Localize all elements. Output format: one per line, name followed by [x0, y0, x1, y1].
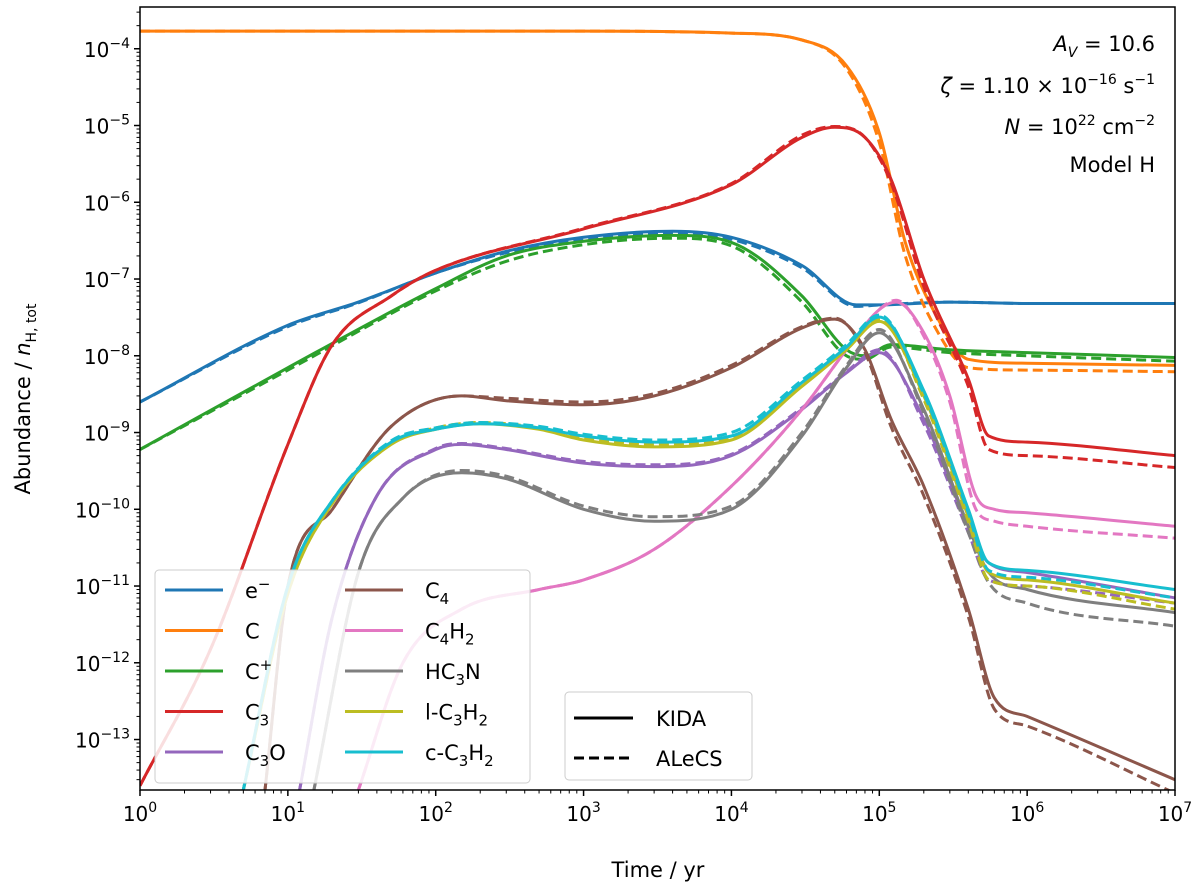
plot-frame — [139, 6, 1176, 791]
legend-label: c-C3​H2​ — [425, 741, 494, 770]
legend-label: C3​ — [245, 701, 269, 730]
annotation-model: Model H — [1069, 153, 1155, 177]
legend-label: l-C3​H2​ — [425, 701, 488, 730]
legend-label: C+ — [245, 656, 272, 684]
legend-entry-l-c3h2: l-C3​H2​ — [345, 701, 488, 730]
y-tick-label: 10−13 — [75, 727, 130, 753]
legend-label: C4​ — [425, 579, 449, 608]
x-tick-label: 102 — [419, 800, 453, 826]
y-tick-label: 10−12 — [75, 650, 130, 676]
legend-entry-c3: C3​ — [165, 701, 269, 730]
legend-label: C4​H2​ — [425, 620, 475, 649]
legend-label: C — [245, 620, 260, 644]
y-tick-label: 10−6 — [84, 189, 130, 215]
x-tick-label: 105 — [862, 800, 896, 826]
x-tick-label: 104 — [714, 800, 748, 826]
y-tick-label: 10−11 — [75, 573, 130, 599]
y-tick-label: 10−10 — [75, 496, 130, 522]
species-legend: e− C C+ C3​ C3​O C4​ C4​H2​ HC3​N l-C3​H2​ c-C3​H… — [154, 569, 531, 784]
legend-entry-e: e− — [165, 575, 271, 603]
series-c4-alecs — [263, 316, 1172, 790]
axes-group: 100 101 102 103 104 105 106 107 10−13 10−12 10−11 1… — [75, 6, 1192, 826]
x-axis-label: Time / yr — [611, 858, 705, 882]
y-tick-label: 10−5 — [84, 113, 130, 139]
series-c-kida — [140, 233, 1175, 451]
annotation-av: AV = 10.6 — [1051, 32, 1155, 61]
legend-entry-c: C — [165, 620, 260, 644]
x-tick-label: 103 — [566, 800, 600, 826]
y-tick-label: 10−8 — [84, 343, 130, 369]
y-tick-label: 10−9 — [84, 420, 130, 446]
style-legend: KIDA ALeCS — [564, 691, 753, 781]
legend-label: C3​O — [245, 741, 286, 770]
legend-entry-c-c3h2: c-C3​H2​ — [345, 741, 494, 770]
legend-kida-label: KIDA — [656, 707, 707, 731]
x-tick-label: 106 — [1010, 800, 1044, 826]
legend-entry-c3o: C3​O — [165, 741, 286, 770]
series-c3-alecs — [140, 125, 1175, 787]
annotation-column-density: N = 1022 cm−2 — [1004, 113, 1155, 139]
y-tick-label: 10−4 — [84, 36, 130, 62]
series-c-alecs — [140, 29, 1175, 374]
species-legend-items: e− C C+ C3​ C3​O C4​ C4​H2​ HC3​N l-C3​H2​ c-C3​H… — [165, 575, 494, 770]
legend-entry-c4h2: C4​H2​ — [345, 620, 475, 649]
x-tick-label: 107 — [1158, 800, 1192, 826]
series-c-alecs — [140, 236, 1175, 451]
series-e-alecs — [140, 231, 1175, 404]
x-tick-label: 100 — [123, 800, 157, 826]
annotation-zeta: ζ = 1.10 × 10−16 s−1 — [939, 72, 1155, 98]
legend-alecs-label: ALeCS — [656, 747, 723, 771]
x-tick-label: 101 — [271, 800, 305, 826]
legend-entry-c4: C4​ — [345, 579, 449, 608]
legend-entry-hc3n: HC3​N — [345, 660, 481, 689]
legend-label: HC3​N — [425, 660, 481, 689]
legend-label: e− — [245, 575, 271, 603]
series-c-c3h2-alecs — [241, 313, 1175, 790]
series-c3o-alecs — [298, 348, 1175, 790]
y-tick-label: 10−7 — [84, 266, 130, 292]
legend-entry-c: C+ — [165, 656, 272, 684]
species-legend-box — [154, 569, 531, 784]
